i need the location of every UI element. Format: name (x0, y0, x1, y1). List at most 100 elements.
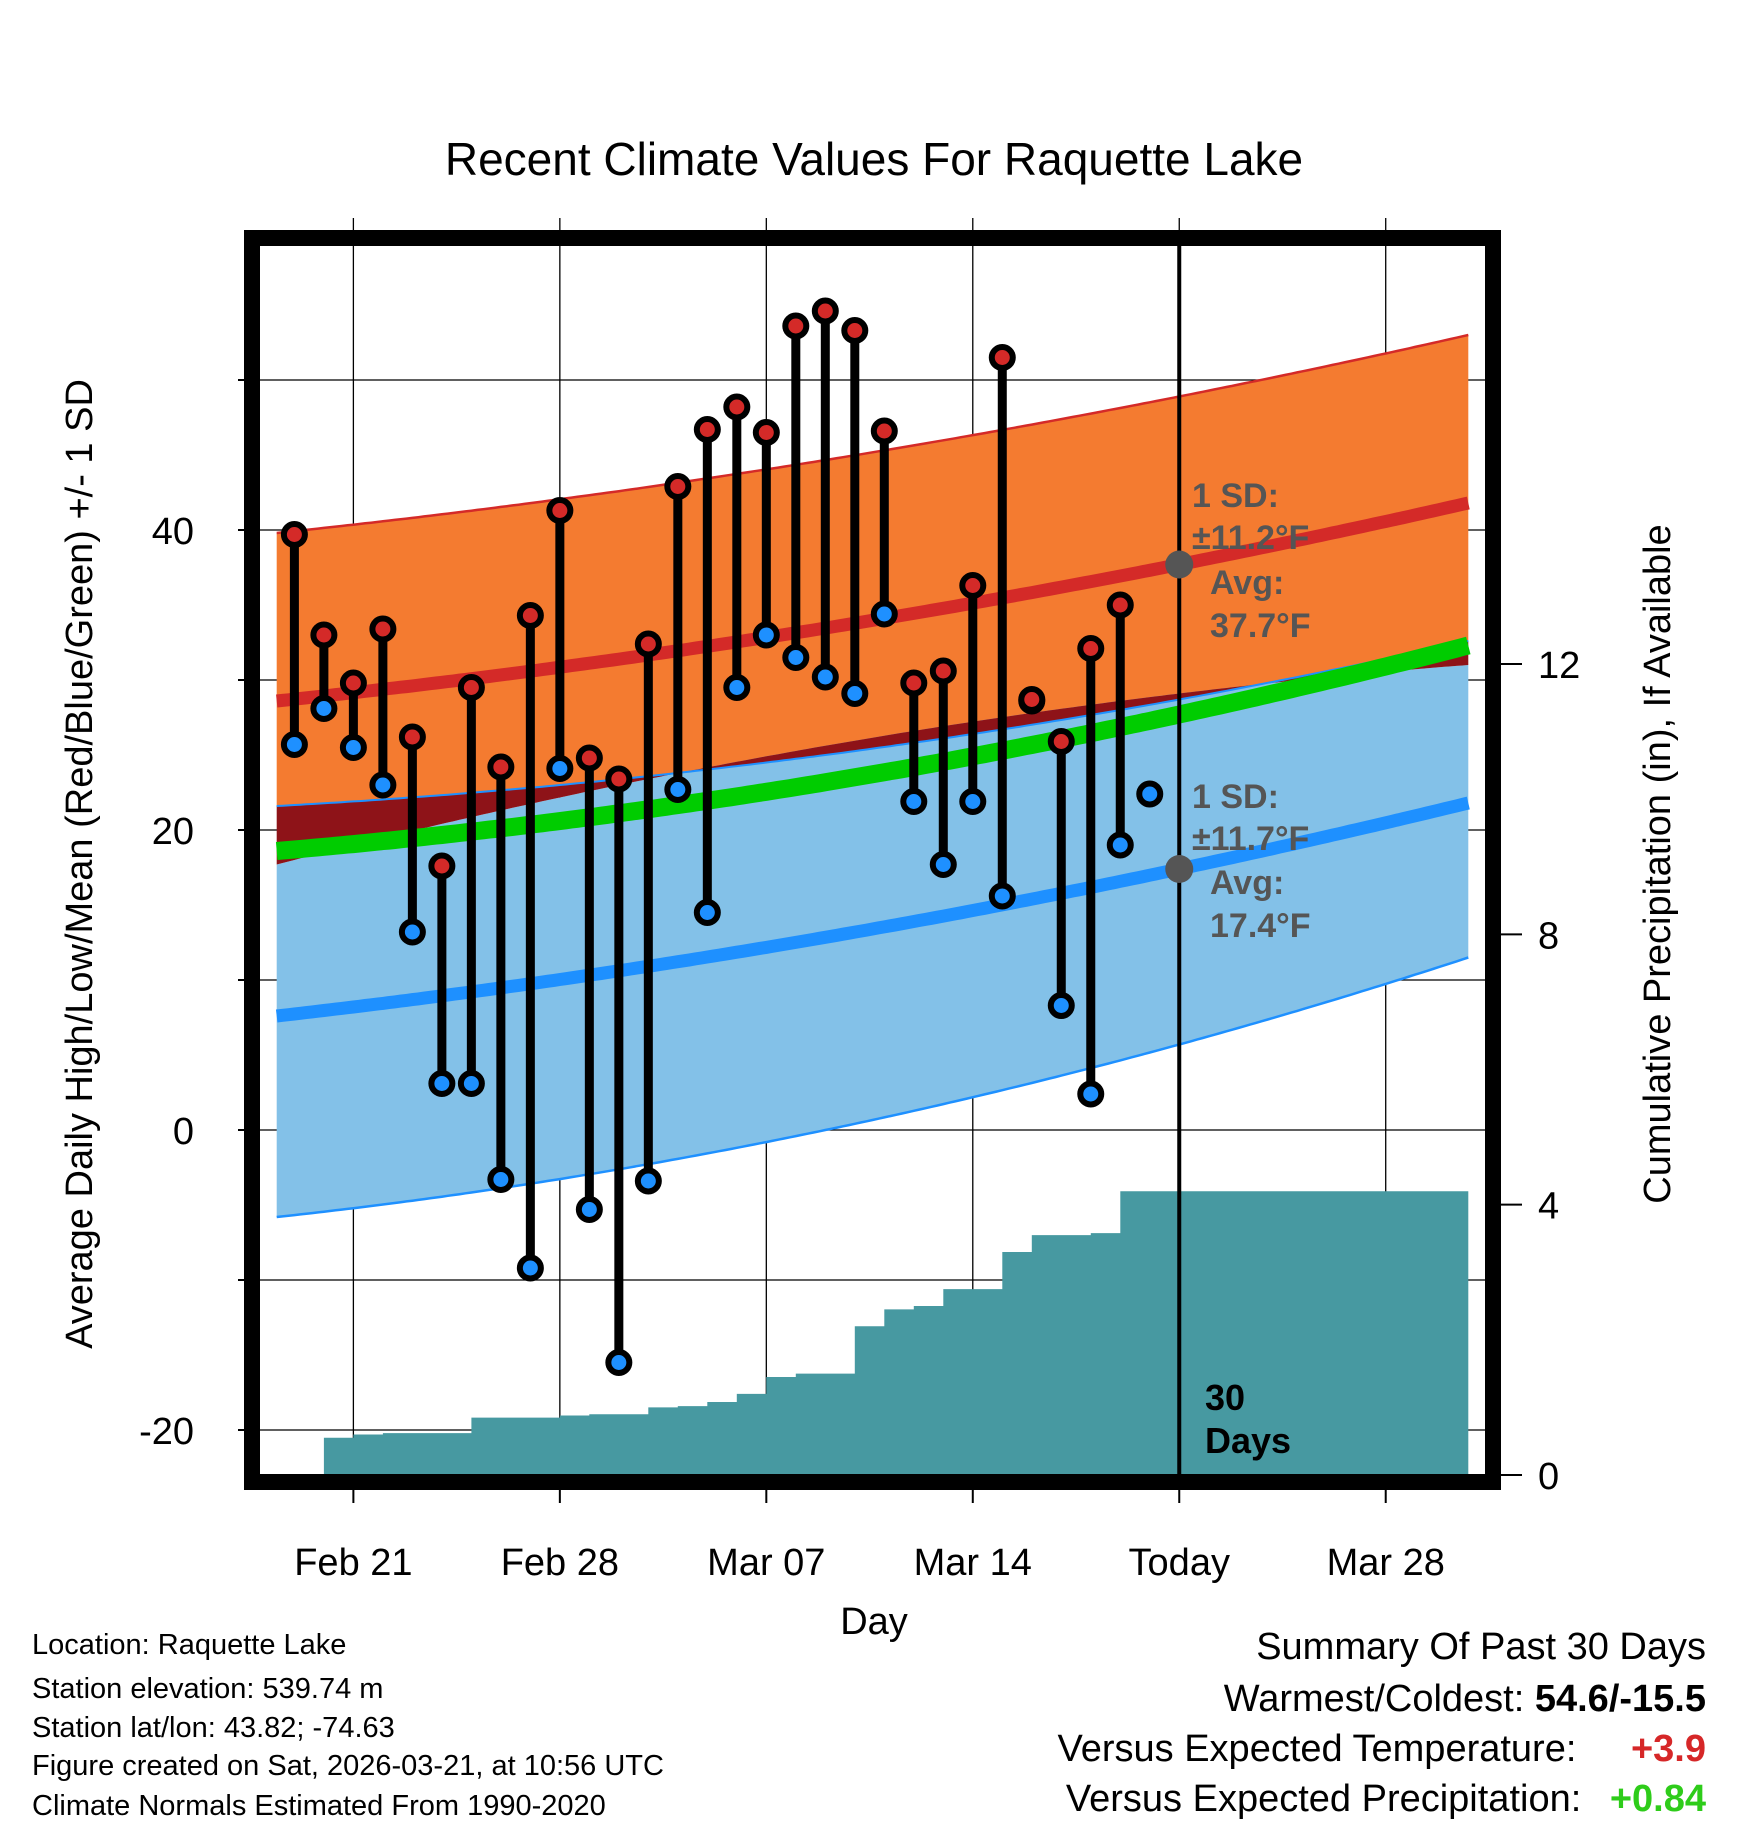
annotation-low-avg-title: Avg: (1210, 864, 1284, 902)
daily-low-point (605, 1349, 633, 1376)
summary-precip-label: Versus Expected Precipitation: (1065, 1778, 1582, 1820)
x-tick-label: Today (1129, 1542, 1230, 1584)
daily-high-point (369, 615, 397, 643)
low-sd-lower-line (276, 956, 1469, 1219)
daily-low-point (487, 1166, 515, 1193)
summary-temp: Versus Expected Temperature: +3.9 (1057, 1730, 1706, 1768)
daily-high-point (752, 419, 780, 446)
x-tick-label: Mar 14 (914, 1542, 1032, 1584)
annotation-low-avg-value: 17.4°F (1210, 907, 1311, 945)
daily-low-point (664, 776, 692, 803)
y-left-tick-label: -20 (139, 1411, 194, 1453)
y-right-tick-label: 12 (1538, 645, 1580, 687)
high-sd-upper-line (276, 333, 1469, 535)
summary-warm-cold: Warmest/Coldest: 54.6/-15.5 (1224, 1680, 1706, 1718)
summary-title: Summary Of Past 30 Days (1256, 1626, 1706, 1668)
daily-high-point (1077, 635, 1105, 662)
y-right-tick-label: 8 (1538, 915, 1559, 957)
daily-high-point (782, 312, 810, 340)
daily-low-point (723, 674, 751, 701)
daily-high-point (310, 621, 338, 649)
annotation-low-sd-title: 1 SD: (1192, 778, 1279, 816)
daily-high-point (723, 393, 751, 421)
plot-area (275, 245, 1471, 1475)
info-created: Figure created on Sat, 2026-03-21, at 10… (32, 1750, 664, 1782)
daily-high-point (546, 497, 574, 524)
daily-low-point (1077, 1080, 1105, 1108)
daily-low-point (782, 644, 810, 671)
summary-temp-label: Versus Expected Temperature: (1057, 1728, 1577, 1770)
daily-high-point (841, 317, 869, 344)
low-sd-band (276, 665, 1469, 1217)
daily-low-point (841, 680, 869, 707)
annotation-high-avg-value: 37.7°F (1210, 607, 1311, 645)
y-axis-right-label: Cumulative Precipitation (in), If Availa… (1637, 524, 1679, 1203)
summary-precip-value: +0.84 (1609, 1778, 1706, 1820)
summary-precip: Versus Expected Precipitation: +0.84 (1066, 1780, 1706, 1818)
daily-low-point (870, 600, 898, 628)
annotation-days-text: Days (1205, 1420, 1291, 1461)
info-normals: Climate Normals Estimated From 1990-2020 (32, 1790, 606, 1822)
band-overlap (276, 641, 1469, 865)
x-tick-label: Mar 07 (707, 1542, 825, 1584)
daily-high-point (1106, 591, 1134, 619)
daily-high-point (457, 674, 485, 701)
daily-low-point (693, 899, 721, 926)
y-right-tick-label: 0 (1538, 1456, 1559, 1498)
annotation-days-number: 30 (1205, 1377, 1245, 1418)
daily-high-point (516, 602, 544, 629)
annotations: 1 SD: ±11.2°F Avg: 37.7°F 1 SD: ±11.7°F Avg: 17… (1165, 477, 1311, 1461)
y-right-tick-label: 4 (1538, 1186, 1559, 1228)
daily-low-point (634, 1167, 662, 1195)
annotation-high-sd-title: 1 SD: (1192, 477, 1279, 515)
daily-high-point (575, 744, 603, 772)
x-tick-label: Feb 21 (294, 1542, 412, 1584)
y-left-tick-label: 0 (173, 1111, 194, 1153)
daily-high-point (870, 417, 898, 445)
x-axis-label: Day (840, 1601, 908, 1643)
daily-high-point (605, 765, 633, 793)
summary-warm-cold-label: Warmest/Coldest: (1223, 1678, 1525, 1720)
summary-warm-cold-value: 54.6/-15.5 (1534, 1678, 1706, 1720)
daily-low-point (988, 882, 1016, 910)
daily-high-point (664, 473, 692, 500)
daily-low-point (310, 695, 338, 722)
daily-high-point (811, 297, 839, 325)
annotation-low-sd-value: ±11.7°F (1192, 820, 1309, 858)
daily-high-point (487, 753, 515, 781)
daily-high-point (428, 852, 456, 880)
daily-low-point (929, 851, 957, 878)
axes: Feb 21 Feb 28 Mar 07 Mar 14 Today Mar 28 -20 0 2… (139, 230, 1580, 1584)
daily-low-point (516, 1254, 544, 1282)
daily-low-point (811, 663, 839, 691)
y-left-tick-label: 40 (152, 511, 194, 553)
daily-high-point (1018, 686, 1046, 713)
daily-low-point (900, 788, 928, 815)
daily-low-point (752, 621, 780, 649)
annotation-high-avg-title: Avg: (1210, 564, 1284, 602)
info-location: Location: Raquette Lake (32, 1629, 347, 1661)
daily-low-point (369, 771, 397, 799)
info-latlon: Station lat/lon: 43.82; -74.63 (32, 1712, 395, 1744)
y-axis-left-label: Average Daily High/Low/Mean (Red/Blue/Gr… (59, 379, 101, 1349)
daily-high-point (959, 572, 987, 599)
daily-low-point (398, 918, 426, 946)
x-tick-label: Feb 28 (501, 1542, 619, 1584)
chart-title: Recent Climate Values For Raquette Lake (445, 133, 1303, 185)
daily-low-point (339, 734, 367, 761)
y-left-tick-label: 20 (152, 811, 194, 853)
daily-high-point (398, 723, 426, 751)
daily-low-point (959, 788, 987, 815)
daily-high-point (339, 669, 367, 697)
daily-low-point (457, 1070, 485, 1097)
annotation-high-sd-value: ±11.2°F (1192, 519, 1309, 557)
daily-low-point (1136, 780, 1164, 808)
daily-high-point (900, 669, 928, 697)
daily-low-point (428, 1070, 456, 1097)
daily-high-point (634, 630, 662, 658)
daily-high-point (1047, 728, 1075, 755)
today-avg-low-marker (1165, 855, 1194, 883)
daily-low-point (280, 731, 308, 758)
daily-high-point (693, 416, 721, 443)
